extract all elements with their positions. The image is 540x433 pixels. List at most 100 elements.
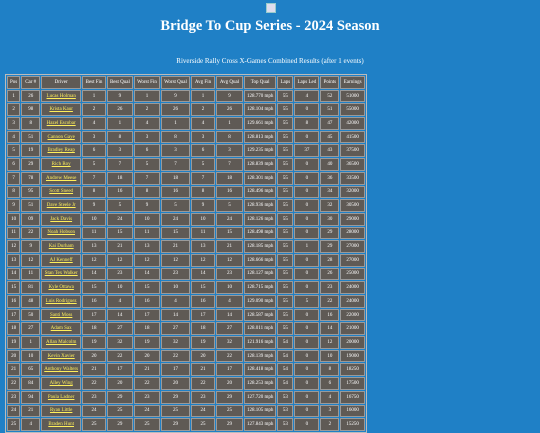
driver-link[interactable]: Paula Ladner [47,394,75,400]
cell: 7 [160,158,191,171]
column-header: Car # [21,76,41,89]
cell: 13 [191,240,215,253]
driver-link[interactable]: AJ Kenneff [49,257,73,263]
cell: 29000 [340,212,365,226]
cell: 8 [133,185,160,199]
cell: 95 [21,185,41,199]
driver-link[interactable]: Kai Durham [48,244,74,250]
page: html,body{margin:0;padding:0;width:540px… [5,3,380,433]
cell: 128.011 mph [244,322,277,336]
cell: 32 [160,336,191,349]
driver-link[interactable]: Adam Sax [50,326,72,332]
cell: 22 [191,377,215,390]
cell: 48 [21,295,41,308]
header-row: Pos Car # Driver Best Fin Best Qual Worst Fin… [7,76,365,89]
cell: 23 [133,390,160,404]
cell: 4 [133,117,160,130]
cell: 9 [160,89,191,103]
driver-link[interactable]: Noah Hobson [47,230,75,236]
cell: 36500 [340,158,365,171]
cell: 16 [160,185,191,199]
driver-link[interactable]: Cannon Gaye [47,134,75,140]
cell: 5 [133,158,160,171]
cell: 1 [216,117,243,130]
cell: 128.813 mph [244,130,277,144]
driver-link[interactable]: Kyle Ottawa [48,285,74,291]
cell: 0 [294,349,320,363]
cell: 20000 [340,336,365,349]
cell: 55 [277,212,294,226]
cell: 3 [320,404,340,418]
cell: 15 [191,281,215,294]
cell: 28 [320,253,340,267]
driver-link[interactable]: Braden Hunt [48,422,75,428]
column-header: Worst Qual [160,76,191,89]
driver-link[interactable]: Lucas Holman [46,93,76,99]
cell: 19000 [340,349,365,363]
driver-cell: Adam Sax [41,322,82,336]
cell: 9 [7,199,21,212]
cell: 29 [21,158,41,171]
result-row: 4 51 Cannon Gaye 3 8 3 8 3 8 128.813 mph 55 0 45 4150… [7,130,365,144]
cell: 23 [82,390,106,404]
cell: 50 [21,308,41,322]
cell: 21 [133,363,160,377]
cell: 55 [277,295,294,308]
driver-link[interactable]: Allan Malcolm [45,339,77,345]
driver-cell: Paula Ladner [41,390,82,404]
cell: 51 [21,199,41,212]
cell: 25 [160,404,191,418]
cell: 25 [216,404,243,418]
cell: 129.661 mph [244,117,277,130]
column-header: Best Qual [106,76,133,89]
cell: 55 [277,322,294,336]
cell: 128.139 mph [244,349,277,363]
cell: 32 [106,336,133,349]
cell: 12 [7,240,21,253]
driver-link[interactable]: Scott Sneed [49,189,74,195]
cell: 78 [21,171,41,185]
cell: 10 [160,281,191,294]
cell: 0 [294,322,320,336]
driver-cell: AJ Kenneff [41,253,82,267]
cell: 8 [320,363,340,377]
cell: 13 [7,253,21,267]
cell: 10 [106,281,133,294]
driver-link[interactable]: Jack Davis [50,216,73,222]
cell: 8 [21,117,41,130]
driver-link[interactable]: Hazel Escobar [46,120,76,126]
driver-link[interactable]: Anthony Walters [44,367,79,373]
driver-link[interactable]: Stan Tex Walker [44,271,78,277]
result-row: 6 29 Rich Roy 5 7 5 7 5 7 128.839 mph 55 0 40 36500 [7,158,365,171]
cell: 55 [277,158,294,171]
cell: 5 [7,144,21,158]
cell: 0 [294,253,320,267]
driver-link[interactable]: Bradley Reap [47,148,75,154]
driver-link[interactable]: Ryan Little [49,408,73,414]
result-row: 9 51 Dave Steele Jr 9 5 9 5 9 5 128.936 mph 55 0 32 3… [7,199,365,212]
cell: 129.235 mph [244,144,277,158]
driver-link[interactable]: Rich Roy [51,161,71,167]
result-row: 23 94 Paula Ladner 23 29 23 29 23 29 127.720 mph 5… [7,390,365,404]
result-row: 17 50 Santi Moss 17 14 17 14 17 14 128.587 mph 55 0… [7,308,365,322]
cell: 8 [106,130,133,144]
results-table: Pos Car # Driver Best Fin Best Qual Worst Fin… [5,74,367,433]
cell: 29 [320,240,340,253]
driver-link[interactable]: Santi Moss [49,312,73,318]
cell: 30500 [340,199,365,212]
driver-cell: Allan Malcolm [41,336,82,349]
cell: 128.498 mph [244,226,277,240]
cell: 26 [216,103,243,117]
driver-link[interactable]: Alley Wing [49,380,73,386]
driver-link[interactable]: Kevin Xavier [47,353,75,359]
cell: 0 [294,103,320,117]
cell: 17 [106,363,133,377]
driver-link[interactable]: Krista Kaur [49,107,73,113]
driver-link[interactable]: Andrew Meese [45,175,77,181]
cell: 12 [21,253,41,267]
cell: 24 [191,404,215,418]
cell: 26 [320,267,340,281]
driver-link[interactable]: Luis Rodriguez [45,298,77,304]
driver-link[interactable]: Dave Steele Jr [46,203,76,209]
cell: 24 [133,404,160,418]
